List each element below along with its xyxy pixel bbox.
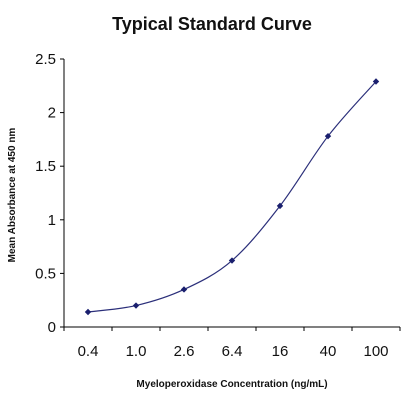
data-point-4 (276, 202, 284, 210)
series-line (87, 81, 377, 313)
y-tick-label-3: 1.5 (35, 158, 56, 175)
data-point-3 (228, 257, 236, 264)
data-point-2 (180, 286, 188, 293)
x-tick-label-6: 100 (363, 343, 388, 360)
data-point-6 (372, 78, 380, 85)
y-tick-label-0: 0 (48, 319, 56, 336)
data-points (84, 78, 380, 316)
y-tick-label-5: 2.5 (35, 51, 56, 68)
x-tick-label-0: 0.4 (78, 343, 99, 360)
x-tick-label-2: 2.6 (174, 343, 195, 360)
x-axis-label: Myeloperoxidase Concentration (ng/mL) (136, 379, 327, 390)
data-point-0 (84, 308, 92, 316)
x-tick-label-4: 16 (272, 343, 289, 360)
data-point-5 (324, 132, 332, 140)
y-tick-label-1: 0.5 (35, 265, 56, 282)
y-tick-label-2: 1 (48, 212, 56, 229)
x-tick-label-5: 40 (320, 343, 337, 360)
x-ticks: 0.4 1.0 2.6 6.4 16 40 100 (63, 327, 401, 360)
x-tick-label-1: 1.0 (126, 343, 147, 360)
y-ticks: 0 0.5 1 1.5 2 2.5 (35, 51, 64, 336)
y-axis-label: Mean Absorbance at 450 nm (7, 128, 18, 263)
chart-title: Typical Standard Curve (112, 14, 312, 34)
x-tick-label-3: 6.4 (222, 343, 243, 360)
y-tick-label-4: 2 (48, 105, 56, 122)
data-point-1 (132, 302, 140, 309)
